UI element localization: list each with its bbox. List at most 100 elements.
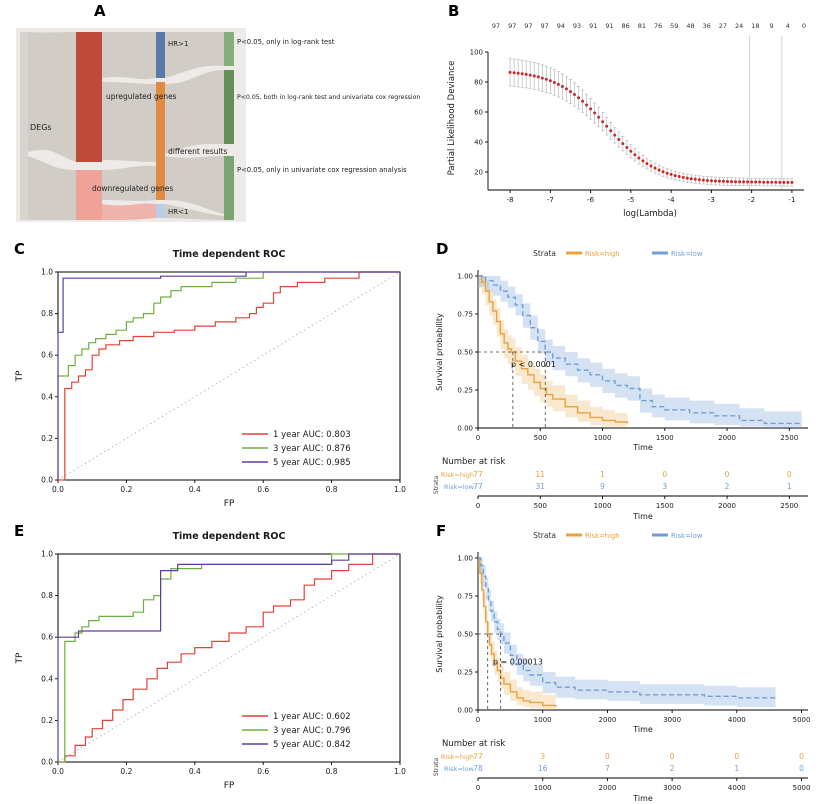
panel-b: B -8 -7 -6 -5 -4 -3 -2 -1 20 40 60 80 100 97 97 97 97 94 9… xyxy=(438,2,820,236)
svg-text:4000: 4000 xyxy=(728,784,746,792)
sankey-diagram: DEGs upregulated genes downregulated gen… xyxy=(16,28,420,222)
svg-text:31: 31 xyxy=(535,482,545,491)
svg-text:Time: Time xyxy=(632,725,653,734)
svg-text:0.50: 0.50 xyxy=(457,631,473,639)
svg-text:16: 16 xyxy=(538,764,548,773)
svg-text:0: 0 xyxy=(476,716,480,724)
svg-text:3: 3 xyxy=(662,482,667,491)
svg-text:1.00: 1.00 xyxy=(457,273,473,281)
svg-text:Risk=high: Risk=high xyxy=(585,532,620,540)
svg-text:Risk=low: Risk=low xyxy=(671,250,703,258)
svg-text:1 year AUC: 0.602: 1 year AUC: 0.602 xyxy=(273,712,351,722)
svg-text:-6: -6 xyxy=(587,196,595,204)
svg-text:-2: -2 xyxy=(748,196,755,204)
svg-text:18: 18 xyxy=(751,22,759,30)
svg-text:TP: TP xyxy=(15,652,25,664)
svg-text:91: 91 xyxy=(589,22,597,30)
panel-c: C Time dependent ROC 0.0 0.0 0.2 0.2 0.4 0.4 0.… xyxy=(6,240,416,522)
svg-text:1.0: 1.0 xyxy=(41,550,53,559)
panel-a: A xyxy=(6,2,426,236)
svg-text:3 year AUC: 0.876: 3 year AUC: 0.876 xyxy=(273,444,351,454)
km-plot-1: Strata Risk=high Risk=low0.000.250.500.751… xyxy=(433,249,808,521)
svg-text:1000: 1000 xyxy=(594,502,612,510)
svg-text:0: 0 xyxy=(662,470,667,479)
svg-text:0.6: 0.6 xyxy=(257,485,269,494)
svg-text:91: 91 xyxy=(605,22,613,30)
svg-text:0: 0 xyxy=(476,784,480,792)
roc-plot-1: Time dependent ROC 0.00.0 0.2 0.2 0.4 0.4 0.6 0… xyxy=(15,249,406,509)
svg-text:1 year AUC: 0.803: 1 year AUC: 0.803 xyxy=(273,430,351,440)
svg-text:0.00: 0.00 xyxy=(457,707,473,715)
node-hr-lt1 xyxy=(156,204,165,218)
label-p-cox: P<0.05, only in univariate cox regressio… xyxy=(237,166,407,174)
svg-text:1500: 1500 xyxy=(656,434,674,442)
svg-text:0: 0 xyxy=(670,752,675,761)
svg-text:2: 2 xyxy=(670,764,675,773)
svg-text:0.8: 0.8 xyxy=(41,309,53,318)
svg-text:Partial Likelihood Deviance: Partial Likelihood Deviance xyxy=(447,61,457,176)
node-p-both xyxy=(224,70,234,144)
svg-text:11: 11 xyxy=(535,470,545,479)
panel-d: D Strata Risk=high Risk=low 0.00 0.25 0.50 0.7… xyxy=(428,240,820,522)
svg-text:3000: 3000 xyxy=(663,784,681,792)
svg-text:-7: -7 xyxy=(547,196,554,204)
svg-text:Time: Time xyxy=(632,794,653,803)
svg-text:1000: 1000 xyxy=(534,716,552,724)
svg-text:Strata: Strata xyxy=(433,758,440,777)
km-plot-2: Strata Risk=high Risk=low0.000.250.500.751… xyxy=(433,531,811,803)
svg-text:0.8: 0.8 xyxy=(41,591,53,600)
svg-text:0.0: 0.0 xyxy=(41,476,53,485)
svg-text:1000: 1000 xyxy=(534,784,552,792)
svg-text:-4: -4 xyxy=(668,196,676,204)
svg-text:0.75: 0.75 xyxy=(457,593,473,601)
svg-text:100: 100 xyxy=(470,49,483,57)
svg-text:0.2: 0.2 xyxy=(120,767,132,776)
label-p-both: P<0.05, both in log-rank test and univar… xyxy=(237,94,420,101)
svg-text:76: 76 xyxy=(654,22,662,30)
svg-text:80: 80 xyxy=(474,79,483,87)
svg-text:0.0: 0.0 xyxy=(52,767,64,776)
svg-text:0.00: 0.00 xyxy=(457,425,473,433)
panel-d-label: D xyxy=(436,240,449,258)
svg-text:Time dependent ROC: Time dependent ROC xyxy=(173,531,286,542)
svg-text:94: 94 xyxy=(557,22,565,30)
svg-text:1: 1 xyxy=(787,482,792,491)
svg-text:Strata: Strata xyxy=(433,476,440,495)
svg-text:4: 4 xyxy=(786,22,790,30)
svg-text:2000: 2000 xyxy=(598,716,616,724)
svg-text:97: 97 xyxy=(524,22,532,30)
svg-text:2000: 2000 xyxy=(718,434,736,442)
svg-text:0.6: 0.6 xyxy=(41,351,53,360)
svg-text:3000: 3000 xyxy=(663,716,681,724)
node-different-results xyxy=(156,82,165,200)
panel-f: F Strata Risk=high Risk=low 0.00 0.25 0.50 0.7… xyxy=(428,522,820,804)
svg-text:0.2: 0.2 xyxy=(120,485,132,494)
svg-text:500: 500 xyxy=(534,502,547,510)
label-hr-gt1: HR>1 xyxy=(168,40,188,48)
panel-c-label: C xyxy=(14,240,26,258)
svg-text:500: 500 xyxy=(534,434,547,442)
svg-text:3: 3 xyxy=(540,752,545,761)
svg-text:Risk=high: Risk=high xyxy=(441,753,474,761)
svg-text:5000: 5000 xyxy=(793,716,811,724)
svg-text:2: 2 xyxy=(725,482,730,491)
svg-text:59: 59 xyxy=(670,22,678,30)
svg-text:77: 77 xyxy=(473,482,483,491)
node-downregulated xyxy=(76,170,102,220)
svg-text:0.6: 0.6 xyxy=(257,767,269,776)
svg-text:0.0: 0.0 xyxy=(41,758,53,767)
svg-text:Time dependent ROC: Time dependent ROC xyxy=(173,249,286,260)
svg-text:0.6: 0.6 xyxy=(41,633,53,642)
svg-text:5 year AUC: 0.842: 5 year AUC: 0.842 xyxy=(273,740,351,750)
svg-text:93: 93 xyxy=(573,22,581,30)
svg-text:0.4: 0.4 xyxy=(189,485,201,494)
svg-text:0.50: 0.50 xyxy=(457,349,473,357)
svg-text:97: 97 xyxy=(492,22,500,30)
svg-text:2000: 2000 xyxy=(718,502,736,510)
node-p-logrank xyxy=(224,32,234,66)
panel-a-label: A xyxy=(94,2,106,20)
svg-text:Time: Time xyxy=(632,512,653,521)
svg-text:Survival probability: Survival probability xyxy=(435,595,444,673)
